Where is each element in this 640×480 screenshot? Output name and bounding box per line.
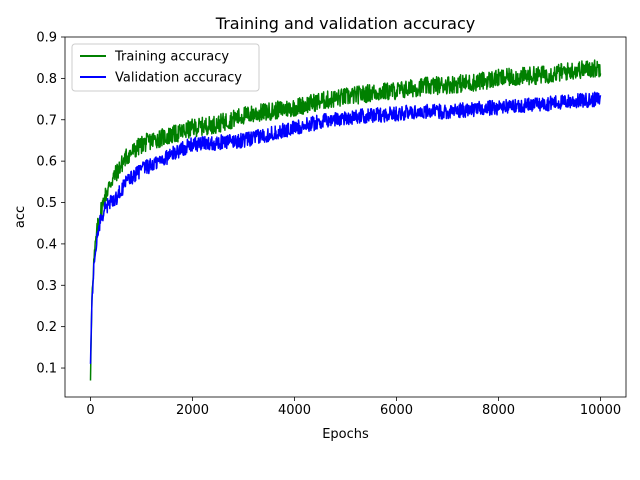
x-tick-label: 4000	[278, 403, 311, 418]
legend: Training accuracy Validation accuracy	[71, 43, 260, 92]
y-tick-label: 0.9	[36, 31, 57, 46]
y-tick-label: 0.5	[36, 196, 57, 211]
x-tick-label: 6000	[380, 403, 413, 418]
chart-title: Training and validation accuracy	[215, 14, 475, 33]
y-tick-label: 0.6	[36, 155, 57, 170]
y-tick-label: 0.1	[36, 362, 57, 377]
y-tick-label: 0.2	[36, 320, 57, 335]
x-tick-label: 0	[86, 403, 94, 418]
x-tick-label: 2000	[176, 403, 209, 418]
y-tick-label: 0.4	[36, 237, 57, 252]
y-axis-label: acc	[13, 206, 28, 228]
legend-box	[71, 43, 260, 92]
x-axis-label: Epochs	[322, 427, 369, 442]
series-line-training	[89, 59, 602, 381]
legend-entry: Validation accuracy	[115, 71, 242, 86]
series-line-validation	[89, 91, 602, 364]
plot-frame	[64, 36, 627, 398]
series-layer	[89, 59, 602, 381]
y-tick-label: 0.7	[36, 113, 57, 128]
y-axis-ticks: 0.1 0.2 0.3 0.4 0.5 0.6 0.7 0.8 0.9	[36, 31, 65, 377]
x-axis-ticks: 0 2000 4000 6000 8000 10000	[86, 397, 621, 418]
x-tick-label: 10000	[580, 403, 621, 418]
y-tick-label: 0.3	[36, 279, 57, 294]
x-tick-label: 8000	[482, 403, 515, 418]
y-tick-label: 0.8	[36, 72, 57, 87]
legend-entry: Training accuracy	[114, 50, 229, 65]
